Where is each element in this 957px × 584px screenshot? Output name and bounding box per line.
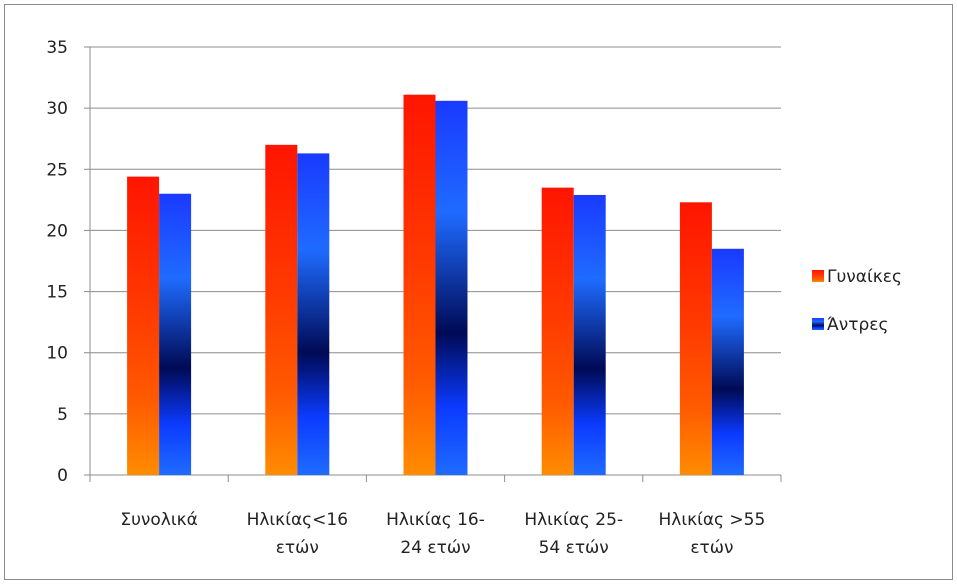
bar-men bbox=[159, 193, 192, 475]
category-label: Ηλικίας >55 bbox=[658, 510, 765, 530]
category-label: ετών bbox=[690, 538, 733, 558]
bar-women bbox=[541, 187, 574, 475]
y-tick-label: 35 bbox=[46, 38, 68, 58]
y-tick-label: 15 bbox=[46, 283, 68, 303]
legend-label-men: Άντρες bbox=[827, 315, 888, 335]
bar-men bbox=[711, 248, 744, 475]
y-tick-label: 30 bbox=[46, 99, 68, 119]
y-tick-labels: 0 5 10 15 20 25 30 35 bbox=[46, 38, 68, 486]
bar-men bbox=[573, 194, 606, 476]
y-tick-label: 10 bbox=[46, 344, 68, 364]
category-label: ετών bbox=[276, 538, 319, 558]
category-label: Συνολικά bbox=[120, 510, 198, 530]
bars bbox=[127, 94, 744, 476]
bar-men bbox=[435, 100, 468, 475]
bar-chart: 0 5 10 15 20 25 30 35 Συνολικά Ηλικίας<16 ετών Ηλι… bbox=[46, 38, 902, 558]
y-tick-label: 20 bbox=[46, 221, 68, 241]
y-tick-label: 25 bbox=[46, 160, 68, 180]
legend-swatch-men bbox=[812, 318, 824, 330]
legend-label-women: Γυναίκες bbox=[827, 267, 902, 287]
category-label: Ηλικίας<16 bbox=[247, 510, 348, 530]
legend: Γυναίκες Άντρες bbox=[812, 267, 902, 335]
bar-women bbox=[403, 94, 436, 475]
category-label: Ηλικίας 16- bbox=[386, 510, 485, 530]
category-label: Ηλικίας 25- bbox=[524, 510, 623, 530]
bar-men bbox=[297, 153, 330, 476]
y-tick-label: 5 bbox=[57, 405, 68, 425]
category-label: 24 ετών bbox=[400, 538, 470, 558]
bar-women bbox=[265, 144, 298, 476]
chart-frame: 0 5 10 15 20 25 30 35 Συνολικά Ηλικίας<16 ετών Ηλι… bbox=[4, 4, 953, 580]
y-tick-label: 0 bbox=[57, 466, 68, 486]
bar-women bbox=[679, 202, 712, 475]
category-label: 54 ετών bbox=[539, 538, 609, 558]
legend-swatch-women bbox=[812, 270, 824, 282]
bar-women bbox=[127, 176, 160, 475]
category-labels: Συνολικά Ηλικίας<16 ετών Ηλικίας 16- 24 ετών… bbox=[120, 510, 765, 558]
